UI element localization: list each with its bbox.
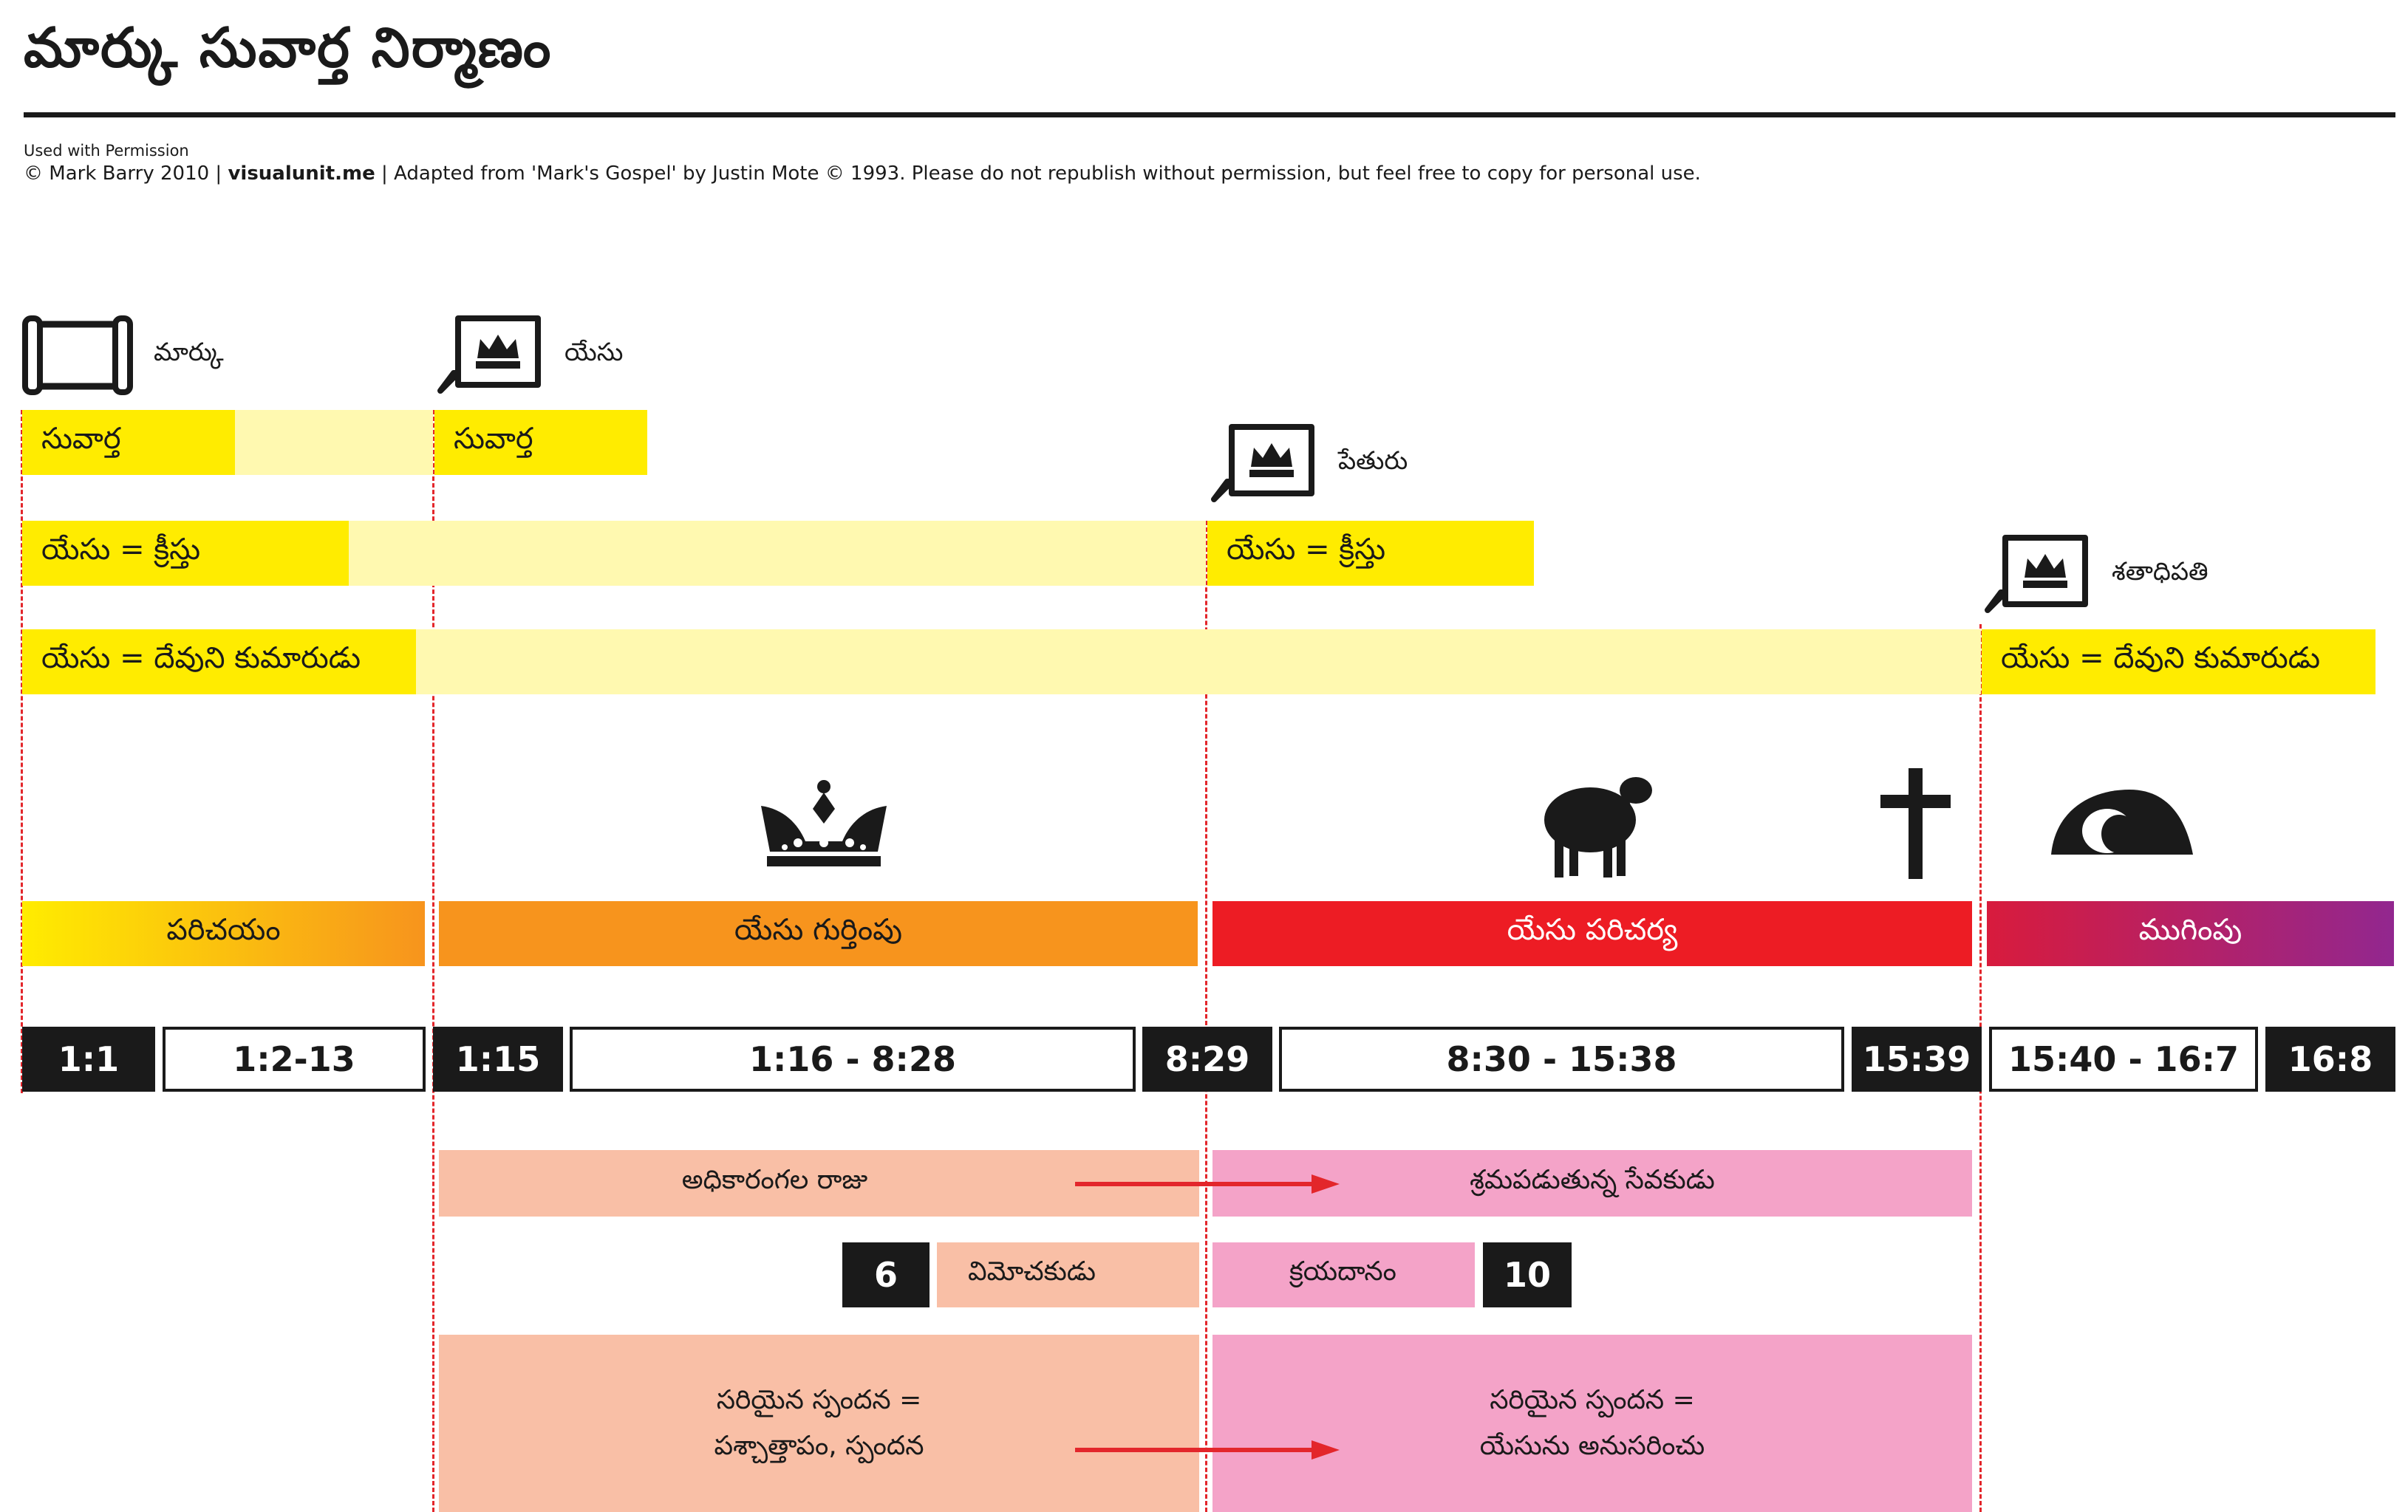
- credit-suffix: | Adapted from 'Mark's Gospel' by Justin…: [375, 163, 1701, 185]
- theme-label: యేసు = దేవుని కుమారుడు: [2001, 641, 2321, 675]
- theme-label: యేసు = దేవుని కుమారుడు: [41, 641, 361, 675]
- theme-ransom: క్రయదానం: [1212, 1242, 1475, 1307]
- section-ministry: యేసు పరిచర్య: [1212, 901, 1972, 966]
- theme-deliverer: విమోచకుడు: [937, 1242, 1199, 1307]
- crown-icon: [761, 780, 887, 866]
- servant-label: శ్రమపడుతున్న సేవకుడు: [1470, 1165, 1715, 1195]
- ref-1-15: 1:15: [433, 1027, 563, 1092]
- response-line-2: పశ్చాత్తాపం, స్పందన: [714, 1431, 924, 1461]
- theme-label: సువార్త: [41, 422, 121, 456]
- theme-suffering-servant: శ్రమపడుతున్న సేవకుడు: [1212, 1150, 1972, 1217]
- ref-15-39: 15:39: [1852, 1027, 1982, 1092]
- scroll-icon: [22, 315, 133, 395]
- speech-crown-icon: [437, 315, 541, 394]
- divider-line: [21, 410, 23, 1093]
- title-rule: [24, 112, 2395, 117]
- tomb-icon: [2051, 790, 2193, 855]
- speaker-label: యేసు: [565, 338, 624, 367]
- theme-gospel-jesus: సువార్త: [434, 410, 647, 475]
- ref-8-30-15-38: 8:30 - 15:38: [1279, 1027, 1844, 1092]
- cross-icon: [1880, 768, 1951, 879]
- speaker-mark: మార్కు: [22, 314, 224, 397]
- ref-15-40-16-7: 15:40 - 16:7: [1989, 1027, 2258, 1092]
- section-label: యేసు గుర్తింపు: [734, 913, 903, 947]
- speaker-label: పేతురు: [1338, 446, 1408, 476]
- theme-label: యేసు = క్రీస్తు: [1227, 533, 1386, 567]
- section-label: పరిచయం: [166, 913, 281, 947]
- credit-prefix: © Mark Barry 2010 |: [24, 163, 228, 185]
- theme-jesus-christ-continuation: [349, 521, 1206, 586]
- ransom-label: క్రయదానం: [1289, 1256, 1396, 1287]
- theme-jesus-christ-peter: యేసు = క్రీస్తు: [1207, 521, 1534, 586]
- deliverer-label: విమోచకుడు: [968, 1256, 1096, 1287]
- ref-1-1: 1:1: [22, 1027, 155, 1092]
- ref-16-8: 16:8: [2265, 1027, 2395, 1092]
- theme-gospel-continuation: [235, 410, 433, 475]
- theme-jesus-christ-mark: యేసు = క్రీస్తు: [22, 521, 349, 586]
- king-label: అధికారంగల రాజు: [681, 1165, 868, 1195]
- speaker-peter: పేతురు: [1210, 423, 1408, 505]
- theme-label: సువార్త: [454, 422, 533, 456]
- speech-crown-icon: [1985, 535, 2088, 613]
- arrow-icon: [1075, 1440, 1340, 1460]
- ref-8-29: 8:29: [1142, 1027, 1272, 1092]
- response-follow-jesus: సరియైన స్పందన = యేసును అనుసరించు: [1212, 1335, 1972, 1512]
- divider-line: [432, 410, 434, 1512]
- theme-son-of-god-continuation: [416, 629, 1981, 694]
- arrow-icon: [1075, 1174, 1340, 1194]
- theme-son-of-god-centurion: యేసు = దేవుని కుమారుడు: [1982, 629, 2375, 694]
- theme-son-of-god-mark: యేసు = దేవుని కుమారుడు: [22, 629, 416, 694]
- section-identity: యేసు గుర్తింపు: [439, 901, 1198, 966]
- ref-1-2-13: 1:2-13: [163, 1027, 426, 1092]
- lamb-icon: [1544, 777, 1652, 878]
- speaker-label: మార్కు: [154, 338, 224, 367]
- credit-line: © Mark Barry 2010 | visualunit.me | Adap…: [24, 163, 1701, 185]
- response-repentance: సరియైన స్పందన = పశ్చాత్తాపం, స్పందన: [439, 1335, 1199, 1512]
- chapter-10-badge: 10: [1483, 1242, 1572, 1307]
- theme-authoritative-king: అధికారంగల రాజు: [439, 1150, 1199, 1217]
- section-label: ముగింపు: [2138, 913, 2242, 947]
- divider-line: [1205, 521, 1207, 1512]
- page-title: మార్కు సువార్త నిర్మాణం: [24, 16, 553, 80]
- permission-note: Used with Permission: [24, 142, 189, 160]
- speaker-jesus: యేసు: [436, 314, 623, 397]
- speaker-centurion: శతాధిపతి: [1983, 533, 2209, 616]
- section-label: యేసు పరిచర్య: [1507, 913, 1678, 947]
- response-line-2: యేసును అనుసరించు: [1479, 1431, 1705, 1461]
- credit-site-link[interactable]: visualunit.me: [228, 163, 375, 185]
- theme-gospel-mark: సువార్త: [22, 410, 235, 475]
- theme-label: యేసు = క్రీస్తు: [41, 533, 201, 567]
- section-ending: ముగింపు: [1987, 901, 2394, 966]
- section-intro: పరిచయం: [22, 901, 425, 966]
- ref-1-16-8-28: 1:16 - 8:28: [570, 1027, 1136, 1092]
- speech-crown-icon: [1211, 424, 1314, 502]
- response-line-1: సరియైన స్పందన =: [1490, 1385, 1695, 1415]
- response-line-1: సరియైన స్పందన =: [716, 1385, 922, 1415]
- speaker-label: శతాధిపతి: [2112, 557, 2209, 586]
- chapter-6-badge: 6: [842, 1242, 930, 1307]
